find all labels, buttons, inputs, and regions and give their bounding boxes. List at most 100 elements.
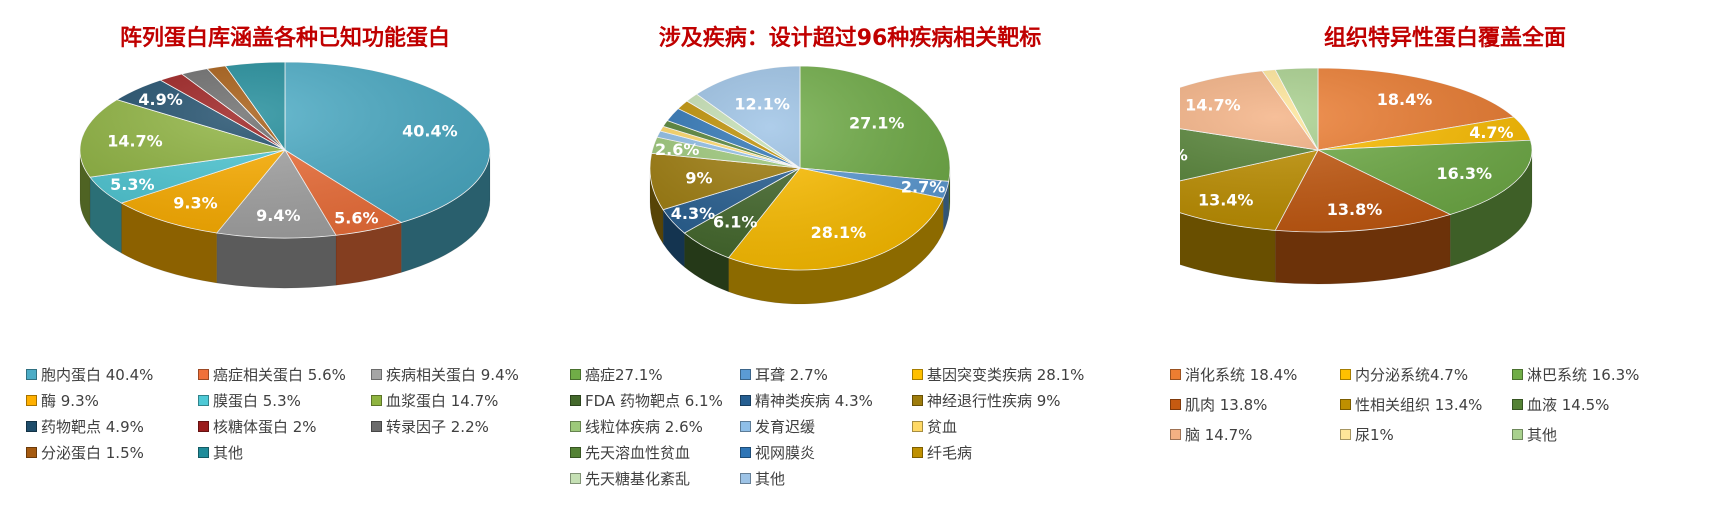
legend-swatch [1340, 369, 1351, 380]
legend-item: 核糖体蛋白 2% [198, 416, 317, 437]
legend-label: 贫血 [927, 418, 958, 436]
legend-item: 胞内蛋白 40.4% [26, 364, 153, 385]
chart-legend: 癌症27.1% 耳聋 2.7% 基因突变类疾病 28.1% FDA 药物靶点 6.1%… [570, 364, 1110, 504]
legend-item: 癌症27.1% [570, 364, 663, 385]
legend-item: 淋巴系统 16.3% [1512, 364, 1639, 385]
legend-label: 疾病相关蛋白 9.4% [386, 366, 519, 384]
legend-label: 内分泌系统4.7% [1355, 366, 1469, 384]
legend-swatch [912, 421, 923, 432]
legend-item: 其他 [740, 468, 785, 489]
chart-panel-2: 涉及疾病：设计超过96种疾病相关靶标 27.1% 2.7% 28.1% 6.1% 4.3… [570, 0, 1110, 510]
legend-item: 疾病相关蛋白 9.4% [371, 364, 519, 385]
legend-label: 酶 9.3% [41, 392, 99, 410]
legend-item: 血浆蛋白 14.7% [371, 390, 498, 411]
legend-swatch [198, 421, 209, 432]
legend-item: 消化系统 18.4% [1170, 364, 1297, 385]
legend-label: FDA 药物靶点 6.1% [585, 392, 723, 410]
legend-item: 转录因子 2.2% [371, 416, 489, 437]
legend-swatch [1340, 399, 1351, 410]
pie-chart: 27.1% 2.7% 28.1% 6.1%4.3% 9% 2.6% 12.1% [649, 65, 951, 305]
chart-title: 组织特异性蛋白覆盖全面 [1323, 26, 1566, 51]
legend-label: 淋巴系统 16.3% [1527, 366, 1640, 384]
data-label: 14.5% [1180, 145, 1188, 164]
legend-swatch [1340, 429, 1351, 440]
legend-label: 胞内蛋白 40.4% [41, 366, 154, 384]
legend-swatch [198, 395, 209, 406]
pie-chart: 40.4% 5.6% 9.4% 9.3% 5.3% 14.7% 4.9% [79, 61, 491, 289]
legend-swatch [570, 473, 581, 484]
legend-label: 性相关组织 13.4% [1355, 396, 1483, 414]
legend-swatch [371, 369, 382, 380]
data-label: 14.7% [107, 131, 163, 150]
data-label: 4.3% [671, 204, 715, 223]
legend-label: 分泌蛋白 1.5% [41, 444, 144, 462]
data-label: 2.7% [901, 177, 945, 196]
legend-item: 分泌蛋白 1.5% [26, 442, 144, 463]
legend-item: 耳聋 2.7% [740, 364, 828, 385]
legend-label: 视网膜炎 [755, 444, 816, 462]
legend-item: 药物靶点 4.9% [26, 416, 144, 437]
chart-title: 阵列蛋白库涵盖各种已知功能蛋白 [119, 26, 450, 51]
legend-item: 性相关组织 13.4% [1340, 394, 1482, 415]
legend-swatch [912, 395, 923, 406]
legend-label: 先天糖基化紊乱 [585, 470, 691, 488]
legend-swatch [26, 369, 37, 380]
legend-swatch [26, 447, 37, 458]
legend-label: 精神类疾病 4.3% [755, 392, 873, 410]
legend-item: 视网膜炎 [740, 442, 815, 463]
legend-swatch [740, 369, 751, 380]
legend-item: 精神类疾病 4.3% [740, 390, 873, 411]
legend-label: 线粒体疾病 2.6% [585, 418, 703, 436]
legend-label: 神经退行性疾病 9% [927, 392, 1061, 410]
chart-panel-1: 阵列蛋白库涵盖各种已知功能蛋白 40.4% 5.6% 9.4% 9.3% 5.3% 14.… [0, 0, 570, 510]
legend-swatch [1512, 429, 1523, 440]
legend-item: 肌肉 13.8% [1170, 394, 1267, 415]
data-label: 5.3% [110, 175, 154, 194]
data-label: 6.1% [713, 213, 757, 232]
legend-item: 尿1% [1340, 424, 1394, 445]
legend-label: 其他 [755, 470, 786, 488]
legend-label: 血浆蛋白 14.7% [386, 392, 499, 410]
legend-label: 其他 [213, 444, 244, 462]
legend-item: 癌症相关蛋白 5.6% [198, 364, 346, 385]
legend-label: 基因突变类疾病 28.1% [927, 366, 1085, 384]
data-label: 9% [685, 169, 712, 188]
legend-label: 癌症相关蛋白 5.6% [213, 366, 346, 384]
legend-item: 发育迟缓 [740, 416, 815, 437]
legend-item: 其他 [198, 442, 243, 463]
legend-item: 酶 9.3% [26, 390, 99, 411]
legend-item: 内分泌系统4.7% [1340, 364, 1468, 385]
legend-swatch [371, 421, 382, 432]
data-label: 12.1% [734, 95, 790, 114]
legend-item: FDA 药物靶点 6.1% [570, 390, 723, 411]
legend-swatch [912, 369, 923, 380]
data-label: 16.3% [1437, 164, 1493, 183]
legend-swatch [26, 421, 37, 432]
legend-swatch [740, 395, 751, 406]
data-label: 18.4% [1377, 90, 1433, 109]
legend-item: 纤毛病 [912, 442, 972, 463]
legend-item: 膜蛋白 5.3% [198, 390, 301, 411]
legend-swatch [570, 447, 581, 458]
data-label: 4.9% [138, 90, 182, 109]
legend-swatch [570, 421, 581, 432]
legend-label: 尿1% [1355, 426, 1394, 444]
legend-swatch [740, 421, 751, 432]
legend-swatch [198, 369, 209, 380]
chart-panel-3: 组织特异性蛋白覆盖全面 18.4% 4.7% 16.3% 13.8% 13.4% 14.5… [1170, 0, 1710, 510]
legend-label: 膜蛋白 5.3% [213, 392, 301, 410]
data-label: 13.4% [1198, 190, 1254, 209]
legend-item: 神经退行性疾病 9% [912, 390, 1061, 411]
legend-swatch [570, 395, 581, 406]
legend-swatch [740, 447, 751, 458]
data-label: 5.6% [334, 208, 378, 227]
legend-item: 基因突变类疾病 28.1% [912, 364, 1084, 385]
data-label: 9.3% [173, 194, 217, 213]
legend-label: 发育迟缓 [755, 418, 816, 436]
legend-label: 肌肉 13.8% [1185, 396, 1268, 414]
legend-label: 转录因子 2.2% [386, 418, 489, 436]
pie-slice-side [216, 232, 337, 289]
legend-item: 线粒体疾病 2.6% [570, 416, 703, 437]
data-label: 4.7% [1469, 123, 1513, 142]
legend-label: 纤毛病 [927, 444, 973, 462]
